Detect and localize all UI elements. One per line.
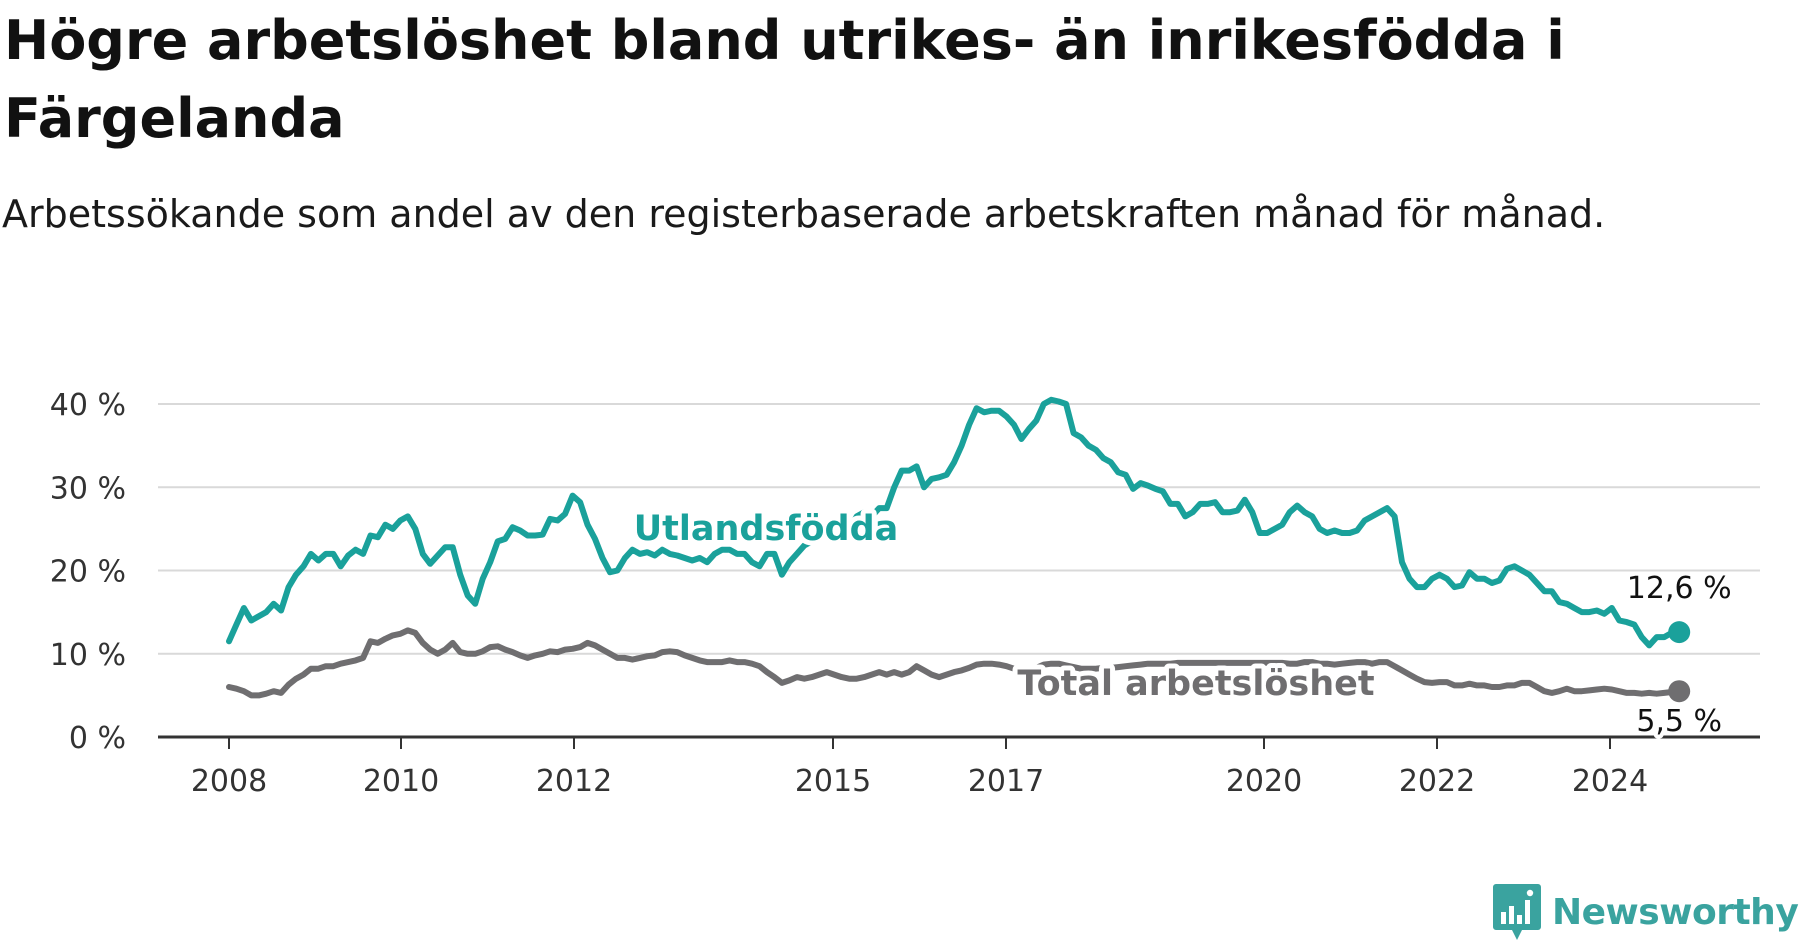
y-axis-ticks: 0 % 10 % 20 % 30 % 40 %	[50, 388, 126, 756]
y-tick-label: 40 %	[50, 388, 126, 423]
y-tick-label: 20 %	[50, 555, 126, 590]
y-tick-label: 0 %	[69, 721, 126, 756]
x-tick-label: 2010	[363, 764, 439, 799]
newsworthy-logo-icon	[1493, 884, 1541, 940]
series-end-value-label: 12,6 %	[1627, 571, 1732, 606]
y-tick-label: 30 %	[50, 471, 126, 506]
x-tick-label: 2024	[1572, 764, 1648, 799]
series-line-utlandsfodda	[226, 396, 1683, 649]
series-line-total	[226, 627, 1683, 699]
grid-lines	[158, 403, 1760, 655]
series-labels: Utlandsfödda 12,6 % Total arbetslöshet 5,5 …	[629, 504, 1736, 743]
y-tick-label: 10 %	[50, 638, 126, 673]
x-tick-label: 2020	[1226, 764, 1302, 799]
x-tick-label: 2017	[968, 764, 1044, 799]
x-tick-label: 2008	[191, 764, 267, 799]
series-end-dot	[1668, 621, 1691, 644]
series-lines	[226, 396, 1691, 703]
chart-title: Högre arbetslöshet bland utrikes- än inr…	[4, 9, 1565, 150]
x-tick-label: 2022	[1399, 764, 1475, 799]
series-end-value-label: 5,5 %	[1636, 704, 1722, 739]
chart-subtitle: Arbetssökande som andel av den registerb…	[2, 192, 1606, 236]
series-end-dot	[1668, 680, 1691, 703]
x-tick-label: 2015	[795, 764, 871, 799]
x-tick-label: 2012	[536, 764, 612, 799]
brand-name: Newsworthy	[1552, 891, 1799, 933]
brand: Newsworthy	[1492, 882, 1799, 942]
series-name-label: Total arbetslöshet	[1017, 664, 1374, 704]
series-name-label: Utlandsfödda	[634, 509, 899, 549]
x-axis: 2008 2010 2012 2015 2017 2020 2022 2024	[158, 735, 1760, 799]
